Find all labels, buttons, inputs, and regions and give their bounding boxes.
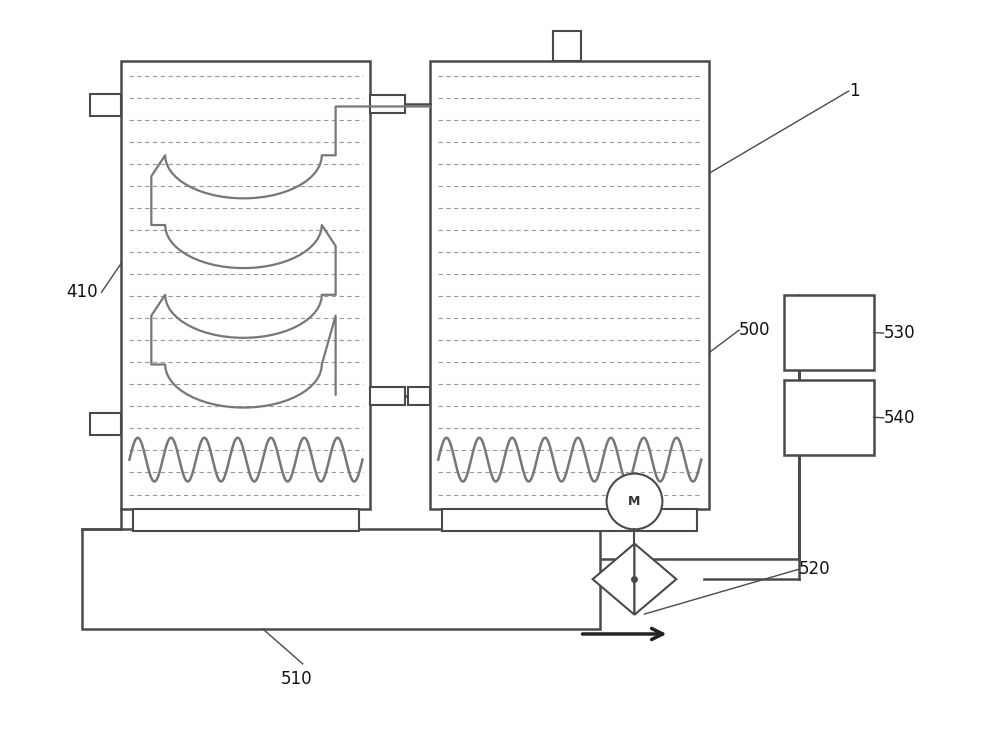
Bar: [133, 510, 359, 531]
Polygon shape: [634, 544, 676, 615]
Bar: [90, 94, 121, 116]
Bar: [408, 387, 430, 405]
Text: 500: 500: [739, 321, 771, 339]
Bar: [370, 95, 405, 113]
Bar: [553, 31, 581, 61]
Text: M: M: [628, 495, 641, 508]
Polygon shape: [593, 544, 634, 615]
Bar: [90, 413, 121, 435]
Bar: [784, 380, 874, 455]
Bar: [784, 295, 874, 370]
Bar: [442, 510, 697, 531]
Bar: [370, 387, 405, 405]
Text: 530: 530: [884, 324, 915, 342]
Circle shape: [607, 474, 662, 529]
Text: 1: 1: [849, 82, 859, 100]
Text: 410: 410: [67, 283, 98, 301]
Bar: [82, 529, 600, 629]
Bar: [430, 61, 709, 510]
Text: 520: 520: [799, 560, 830, 578]
Text: 510: 510: [281, 670, 312, 688]
Text: 540: 540: [884, 409, 915, 427]
Bar: [121, 61, 370, 510]
